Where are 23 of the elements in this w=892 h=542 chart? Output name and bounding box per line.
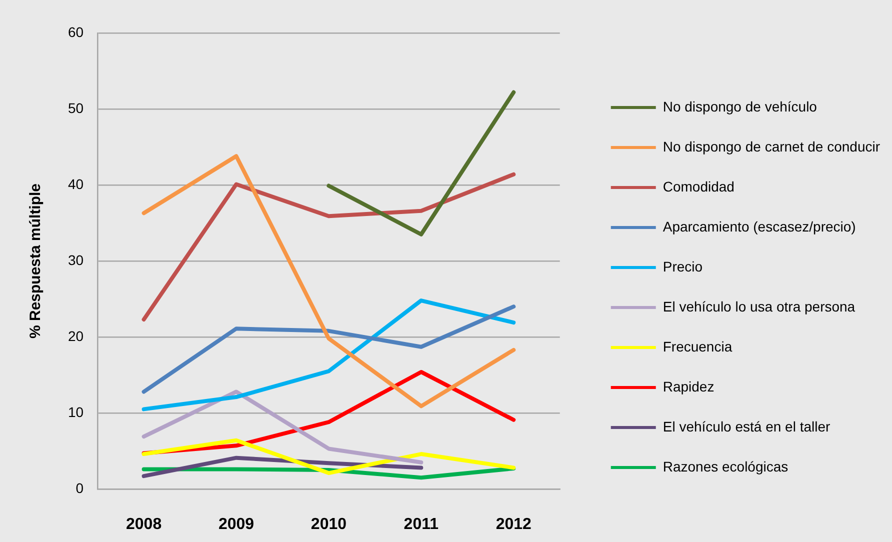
- y-tick-label: 30: [68, 252, 84, 268]
- x-tick-label: 2010: [310, 516, 347, 534]
- y-axis-title: % Respuesta múltiple: [27, 183, 44, 339]
- legend-label: Frecuencia: [662, 338, 732, 354]
- x-tick-label: 2008: [126, 516, 162, 534]
- legend-label: Rapidez: [662, 378, 714, 394]
- legend-label: Aparcamiento (escasez/precio): [662, 218, 856, 234]
- legend-label: Precio: [662, 258, 703, 274]
- legend-label: El vehículo lo usa otra persona: [662, 298, 856, 314]
- x-tick-label: 2011: [404, 516, 439, 534]
- x-tick-label: 2009: [218, 516, 254, 534]
- x-tick-label: 2012: [496, 516, 532, 534]
- legend-label: No dispongo de carnet de conducir: [662, 138, 880, 154]
- y-tick-label: 50: [68, 100, 84, 116]
- y-tick-label: 10: [68, 404, 84, 420]
- legend-label: No dispongo de vehículo: [662, 98, 818, 114]
- legend-label: El vehículo está en el taller: [662, 418, 831, 434]
- legend-label: Comodidad: [662, 178, 734, 194]
- y-tick-label: 40: [68, 176, 84, 192]
- y-tick-label: 20: [68, 328, 84, 344]
- y-tick-label: 60: [68, 24, 84, 40]
- legend-label: Razones ecológicas: [662, 458, 788, 474]
- y-tick-label: 0: [76, 480, 84, 496]
